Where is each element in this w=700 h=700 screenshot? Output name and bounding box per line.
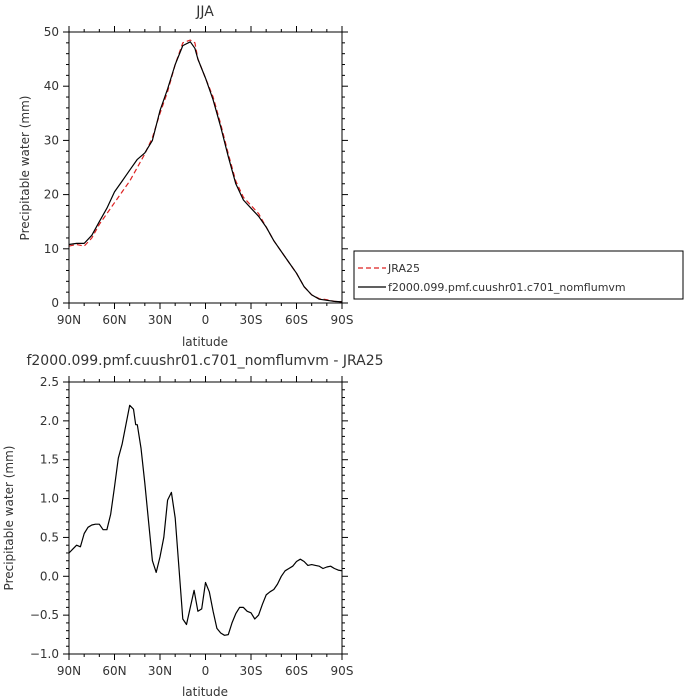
x-tick-label: 90N — [57, 664, 81, 678]
series-lines — [68, 404, 343, 636]
y-axis-label: Precipitable water (mm) — [2, 446, 16, 591]
y-tick-label: 1.5 — [40, 453, 59, 467]
y-tick-labels: −1.0 −0.5 0.0 0.5 1.0 1.5 2.0 2.5 — [30, 375, 59, 661]
y-axis-label: Precipitable water (mm) — [18, 96, 32, 241]
panel-climatology: JJA 90N 60N 30N 0 30S 60S 90S 0 10 20 30 40 50 lati… — [18, 4, 353, 349]
x-tick-label: 60S — [285, 664, 308, 678]
series-line-0 — [68, 404, 343, 636]
y-tick-label: 0 — [51, 296, 59, 310]
x-tick-label: 30N — [148, 664, 172, 678]
y-tick-label: −0.5 — [30, 608, 59, 622]
x-tick-labels: 90N 60N 30N 0 30S 60S 90S — [57, 664, 354, 678]
x-tick-label: 90S — [331, 664, 354, 678]
x-tick-label: 60N — [102, 664, 126, 678]
x-tick-label: 60S — [285, 313, 308, 327]
x-tick-label: 30S — [240, 313, 263, 327]
y-tick-label: 30 — [44, 133, 59, 147]
chart-title: f2000.099.pmf.cuushr01.c701_nomflumvm - … — [26, 353, 383, 369]
panel-difference: f2000.099.pmf.cuushr01.c701_nomflumvm - … — [2, 353, 384, 699]
y-tick-label: 0.5 — [40, 530, 59, 544]
legend-label-jra25: JRA25 — [387, 262, 420, 275]
x-tick-label: 60N — [102, 313, 126, 327]
legend: JRA25 f2000.099.pmf.cuushr01.c701_nomflu… — [353, 250, 684, 300]
y-tick-label: 40 — [44, 79, 59, 93]
plot-frame — [68, 31, 343, 304]
y-tick-label: 50 — [44, 25, 59, 39]
series-line-1 — [68, 41, 343, 303]
x-tick-label: 90S — [331, 313, 354, 327]
chart-title: JJA — [195, 4, 214, 20]
y-tick-label: 0.0 — [40, 569, 59, 583]
x-tick-label: 30N — [148, 313, 172, 327]
y-tick-labels: 0 10 20 30 40 50 — [44, 25, 59, 310]
x-axis-label: latitude — [182, 685, 228, 699]
series-lines — [68, 39, 343, 303]
y-tick-label: 20 — [44, 188, 59, 202]
x-tick-labels: 90N 60N 30N 0 30S 60S 90S — [57, 313, 354, 327]
x-tick-label: 30S — [240, 664, 263, 678]
y-tick-label: 2.0 — [40, 414, 59, 428]
x-tick-label: 0 — [202, 664, 210, 678]
y-tick-label: 1.0 — [40, 492, 59, 506]
y-tick-label: 10 — [44, 242, 59, 256]
y-tick-label: −1.0 — [30, 647, 59, 661]
x-tick-label: 0 — [202, 313, 210, 327]
x-tick-label: 90N — [57, 313, 81, 327]
x-axis-label: latitude — [182, 335, 228, 349]
legend-box — [353, 250, 684, 300]
axis-ticks — [63, 26, 348, 309]
axis-ticks — [63, 376, 348, 660]
legend-label-model: f2000.099.pmf.cuushr01.c701_nomflumvm — [388, 281, 626, 294]
y-tick-label: 2.5 — [40, 375, 59, 389]
